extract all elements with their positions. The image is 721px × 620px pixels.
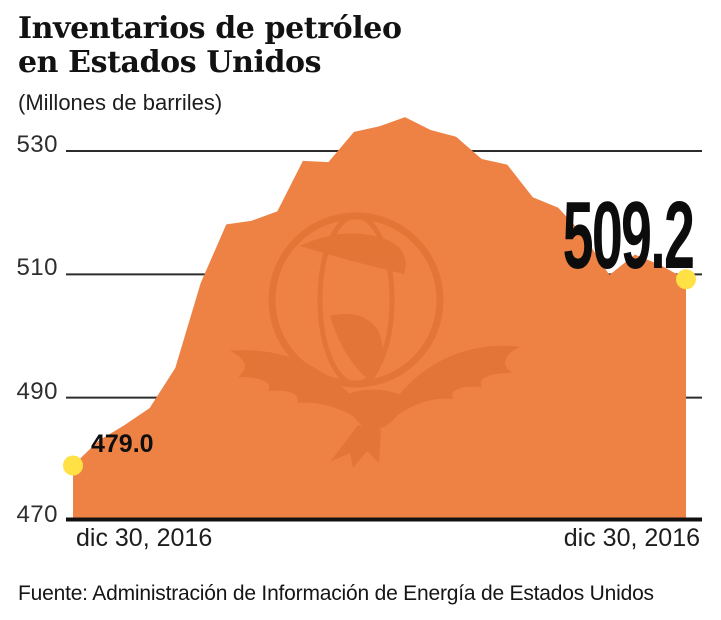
- source-attribution: Fuente: Administración de Información de…: [18, 582, 654, 605]
- endpoint-markers: [63, 269, 696, 476]
- eagle-globe-watermark-icon: [230, 212, 520, 468]
- chart-title: Inventarios de petróleo en Estados Unido…: [18, 12, 402, 80]
- y-axis-tick-label: 490: [16, 377, 58, 405]
- end-value-annotation: 509.2: [562, 182, 694, 289]
- x-axis-tick-label-end: dic 30, 2016: [563, 524, 700, 552]
- chart-title-line2: en Estados Unidos: [18, 45, 322, 80]
- y-axis-tick-label: 510: [16, 254, 58, 282]
- y-axis-tick-label: 530: [16, 131, 58, 158]
- start-value-annotation: 479.0: [91, 430, 154, 458]
- chart-units-label: (Millones de barriles): [18, 90, 223, 115]
- x-axis-tick-label-start: dic 30, 2016: [76, 524, 213, 552]
- y-axis-tick-label: 470: [16, 501, 58, 528]
- area-series: [73, 117, 686, 521]
- chart-title-line1: Inventarios de petróleo: [18, 11, 402, 46]
